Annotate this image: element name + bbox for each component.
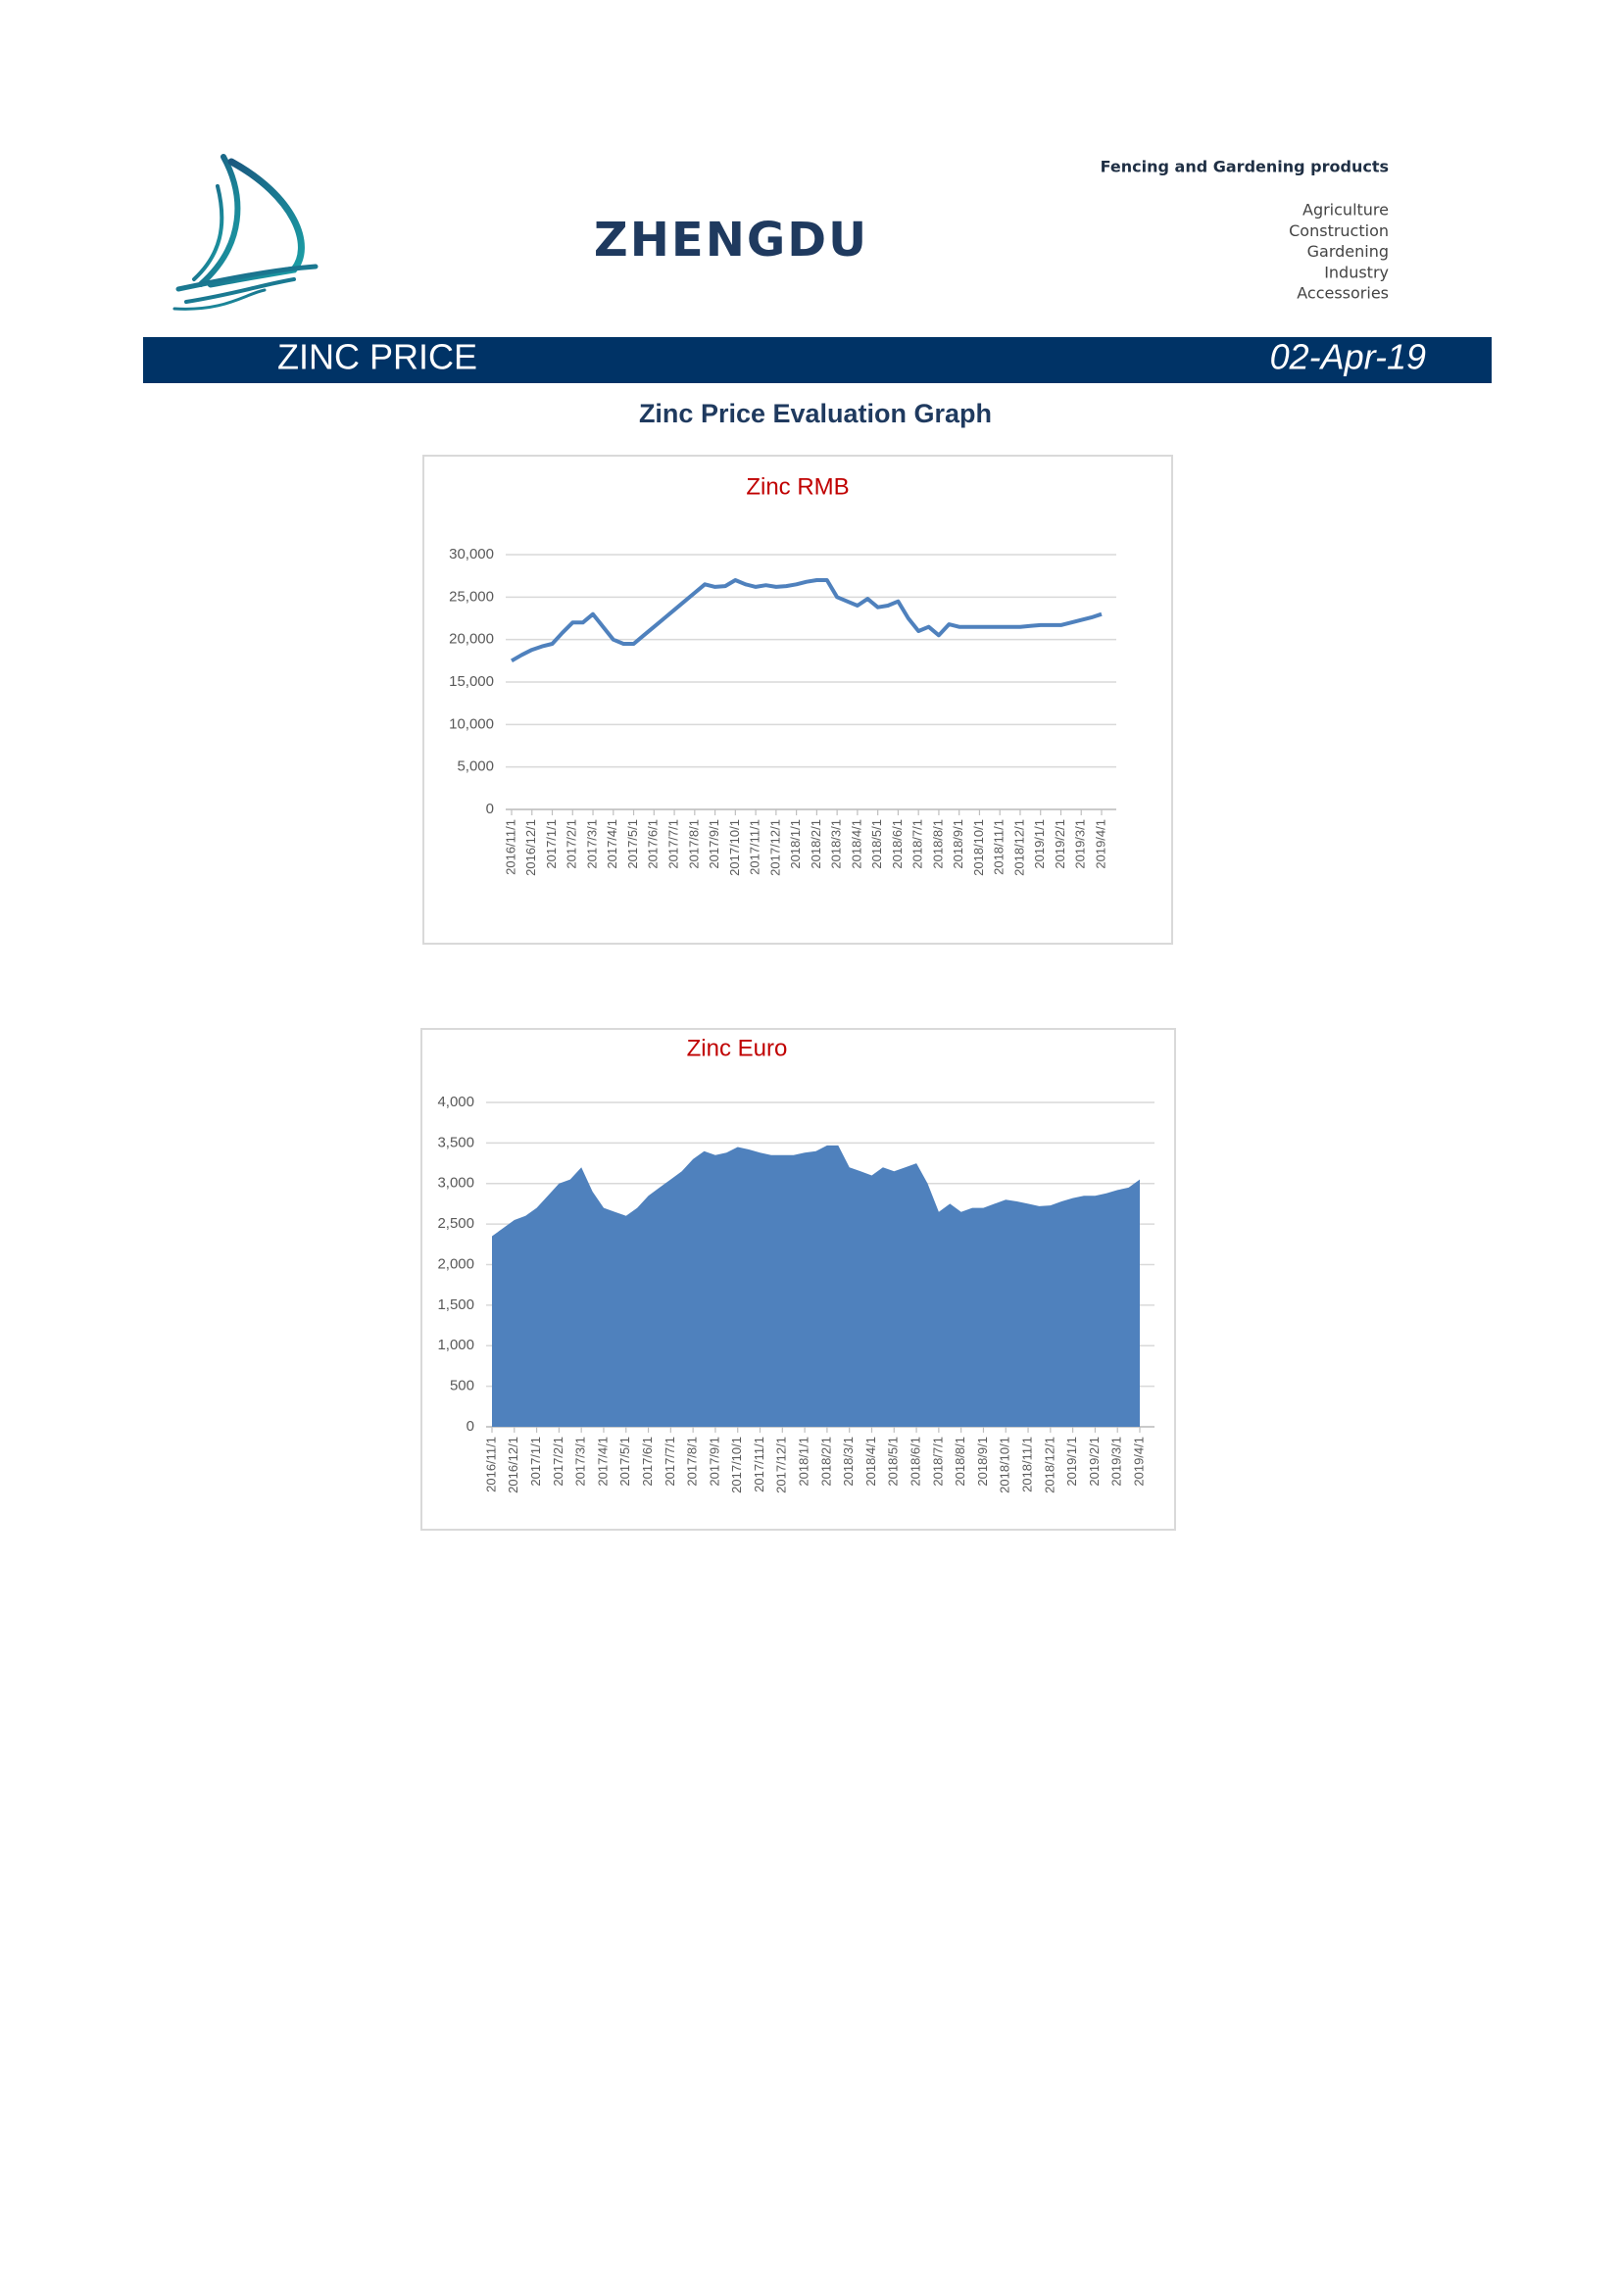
x-tick-label: 2016/12/1 xyxy=(523,819,538,876)
x-tick-label: 2018/2/1 xyxy=(809,819,823,869)
sector: Agriculture xyxy=(1302,201,1389,220)
x-tick-label: 2019/4/1 xyxy=(1093,819,1107,869)
x-tick-label: 2017/8/1 xyxy=(686,819,701,869)
x-tick-label: 2017/8/1 xyxy=(685,1437,700,1487)
banner xyxy=(143,337,1492,383)
x-tick-label: 2017/10/1 xyxy=(727,819,742,876)
y-tick-label: 3,000 xyxy=(437,1175,474,1192)
chart-title: Zinc Euro xyxy=(687,1035,788,1061)
banner-date: 02-Apr-19 xyxy=(1270,337,1426,377)
x-tick-label: 2018/3/1 xyxy=(829,819,844,869)
x-tick-label: 2018/6/1 xyxy=(890,819,905,869)
y-tick-label: 2,500 xyxy=(437,1215,474,1232)
x-tick-label: 2017/12/1 xyxy=(767,819,782,876)
y-tick-label: 500 xyxy=(450,1378,474,1394)
x-tick-label: 2018/7/1 xyxy=(930,1437,945,1487)
sector: Gardening xyxy=(1307,242,1389,261)
x-tick-label: 2019/3/1 xyxy=(1109,1437,1124,1487)
x-tick-label: 2017/4/1 xyxy=(595,1437,610,1487)
y-tick-label: 30,000 xyxy=(449,546,494,562)
x-tick-label: 2017/9/1 xyxy=(707,819,721,869)
x-tick-label: 2019/2/1 xyxy=(1087,1437,1102,1487)
x-tick-label: 2017/3/1 xyxy=(584,819,599,869)
x-tick-label: 2018/1/1 xyxy=(788,819,803,869)
heading: Zinc Price Evaluation Graph xyxy=(639,399,992,428)
chart: Zinc RMB 0 5,000 10,000 15,000 20,000 25,000 30… xyxy=(422,455,1173,945)
x-tick-label: 2017/5/1 xyxy=(617,1437,632,1487)
x-tick-label: 2018/11/1 xyxy=(1019,1437,1034,1492)
x-tick-label: 2017/4/1 xyxy=(605,819,619,869)
x-tick-label: 2017/11/1 xyxy=(748,819,762,875)
y-tick-label: 0 xyxy=(486,801,494,817)
chart: Zinc Euro 0 500 1,000 1,500 2,000 2,500 3,000 3,… xyxy=(420,1028,1176,1531)
x-tick-label: 2018/7/1 xyxy=(910,819,925,869)
chart-frame xyxy=(422,455,1173,945)
logo xyxy=(172,154,319,311)
banner-title: ZINC PRICE xyxy=(277,337,477,377)
y-tick-label: 1,000 xyxy=(437,1337,474,1353)
x-tick-label: 2018/12/1 xyxy=(1011,819,1026,876)
x-tick-label: 2017/3/1 xyxy=(573,1437,588,1487)
x-tick-label: 2018/10/1 xyxy=(998,1437,1012,1493)
chart-title: Zinc RMB xyxy=(746,473,849,500)
x-tick-label: 2017/2/1 xyxy=(565,819,579,869)
x-tick-label: 2018/8/1 xyxy=(953,1437,967,1487)
x-tick-label: 2018/4/1 xyxy=(849,819,863,869)
y-tick-label: 25,000 xyxy=(449,588,494,605)
x-tick-label: 2018/5/1 xyxy=(886,1437,901,1487)
x-tick-label: 2018/10/1 xyxy=(971,819,986,876)
y-tick-label: 4,000 xyxy=(437,1094,474,1110)
y-tick-label: 2,000 xyxy=(437,1255,474,1272)
x-tick-label: 2017/6/1 xyxy=(646,819,661,869)
x-tick-label: 2018/5/1 xyxy=(869,819,884,869)
price-line xyxy=(511,578,1103,663)
x-tick-label: 2018/9/1 xyxy=(951,819,965,869)
x-tick-label: 2016/11/1 xyxy=(503,819,517,875)
y-tick-label: 0 xyxy=(467,1418,474,1435)
x-tick-label: 2018/12/1 xyxy=(1042,1437,1056,1493)
price-area xyxy=(492,1145,1140,1427)
sector: Accessories xyxy=(1297,284,1389,303)
brand: ZHENGDU xyxy=(594,213,868,268)
sector: Industry xyxy=(1324,263,1389,281)
x-tick-label: 2018/6/1 xyxy=(909,1437,923,1487)
y-tick-label: 20,000 xyxy=(449,631,494,648)
x-tick-label: 2017/12/1 xyxy=(774,1437,789,1493)
y-tick-label: 10,000 xyxy=(449,715,494,732)
x-tick-label: 2019/2/1 xyxy=(1053,819,1067,869)
y-tick-label: 15,000 xyxy=(449,673,494,690)
x-tick-label: 2017/1/1 xyxy=(528,1437,543,1487)
y-tick-label: 1,500 xyxy=(437,1296,474,1313)
x-tick-label: 2018/4/1 xyxy=(863,1437,878,1487)
x-tick-label: 2016/11/1 xyxy=(483,1437,498,1492)
y-tick-label: 3,500 xyxy=(437,1134,474,1150)
x-tick-label: 2017/10/1 xyxy=(729,1437,744,1493)
x-tick-label: 2019/4/1 xyxy=(1131,1437,1146,1487)
x-tick-label: 2019/1/1 xyxy=(1032,819,1047,869)
x-tick-label: 2017/7/1 xyxy=(663,1437,677,1487)
x-tick-label: 2017/7/1 xyxy=(666,819,681,869)
x-tick-label: 2017/2/1 xyxy=(551,1437,565,1487)
x-tick-label: 2018/9/1 xyxy=(975,1437,990,1487)
x-tick-label: 2017/6/1 xyxy=(640,1437,655,1487)
x-tick-label: 2017/11/1 xyxy=(752,1437,766,1492)
x-tick-label: 2016/12/1 xyxy=(506,1437,520,1493)
sector: Construction xyxy=(1289,221,1389,240)
x-tick-label: 2017/9/1 xyxy=(707,1437,721,1487)
x-tick-label: 2018/8/1 xyxy=(930,819,945,869)
x-tick-label: 2018/1/1 xyxy=(797,1437,811,1487)
tagline: Fencing and Gardening products xyxy=(1101,158,1389,176)
x-tick-label: 2018/2/1 xyxy=(818,1437,833,1487)
x-tick-label: 2019/3/1 xyxy=(1073,819,1088,869)
y-tick-label: 5,000 xyxy=(457,758,494,775)
x-tick-label: 2019/1/1 xyxy=(1064,1437,1079,1487)
x-tick-label: 2017/1/1 xyxy=(544,819,559,869)
x-tick-label: 2017/5/1 xyxy=(625,819,640,869)
x-tick-label: 2018/3/1 xyxy=(841,1437,856,1487)
x-tick-label: 2018/11/1 xyxy=(992,819,1007,875)
